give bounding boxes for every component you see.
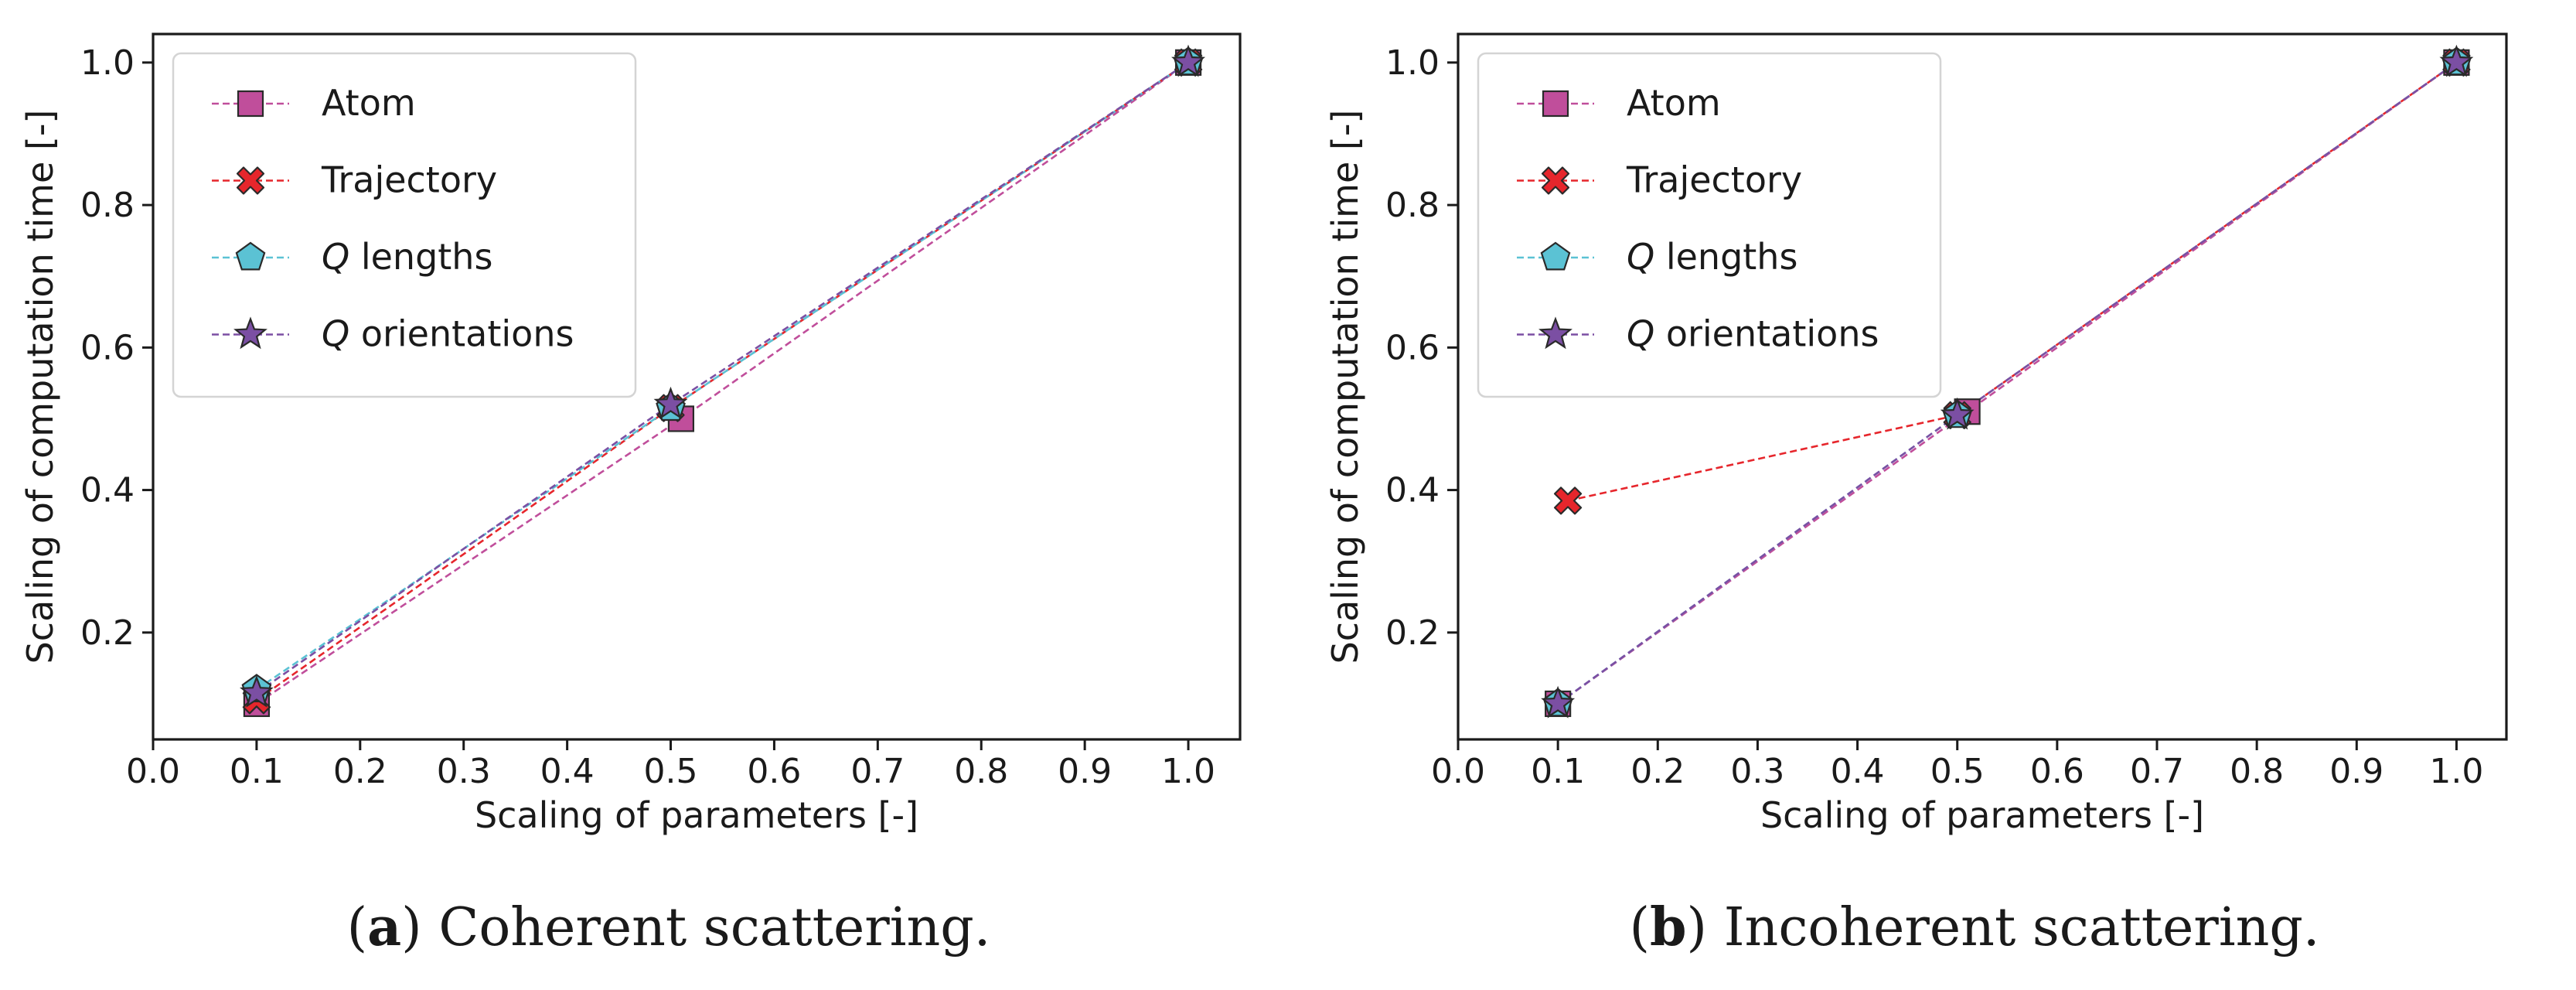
x-tick-label: 1.0 — [1161, 752, 1215, 791]
legend — [172, 52, 637, 398]
legend-label-rest: Atom — [1627, 82, 1721, 124]
chart-panel-a: 0.0 0.1 0.2 0.3 0.4 0.5 0.6 0.7 0.8 0.9 1.0 0.2 0.4 0… — [19, 32, 1242, 958]
caption-paren-open: ( — [347, 897, 368, 958]
x-tick-label: 0.4 — [1831, 752, 1885, 791]
legend-marker-pentagon — [1540, 241, 1571, 271]
x-axis-label: Scaling of parameters [-] — [1760, 794, 2204, 836]
x-tick-label: 0.0 — [126, 752, 180, 791]
legend-label-rest: Trajectory — [1626, 159, 1802, 201]
y-tick-label: 0.6 — [1385, 328, 1440, 367]
x-tick-label: 0.5 — [644, 752, 698, 791]
data-point-trajectory — [1553, 486, 1583, 515]
x-tick-label: 0.0 — [1431, 752, 1485, 791]
x-tick-label: 0.7 — [2130, 752, 2184, 791]
x-tick-label: 0.1 — [230, 752, 284, 791]
legend-label: Q orientations — [322, 313, 574, 355]
x-tick-label: 0.7 — [850, 752, 905, 791]
x-tick-label: 0.8 — [2230, 752, 2284, 791]
y-tick-label: 0.8 — [1385, 186, 1440, 225]
data-point-q-orientations — [1541, 685, 1576, 719]
x-tick-label: 0.9 — [1058, 752, 1112, 791]
legend-marker-star — [1538, 316, 1573, 350]
caption-text: Incoherent scattering. — [1707, 897, 2319, 958]
legend-marker-square — [1542, 90, 1569, 118]
y-tick-label: 1.0 — [80, 43, 135, 83]
y-tick-label: 0.6 — [80, 328, 135, 367]
data-point-q-orientations — [1171, 44, 1206, 77]
data-point-q-orientations — [653, 386, 688, 419]
y-tick-label: 0.4 — [1385, 471, 1440, 510]
x-tick-label: 0.5 — [1930, 752, 1985, 791]
legend-label-rest: lengths — [349, 236, 492, 278]
legend-label-rest: orientations — [349, 313, 574, 355]
y-axis-label: Scaling of computation time [-] — [19, 110, 61, 664]
x-tick-label: 0.6 — [747, 752, 801, 791]
legend-label-italic: Q — [322, 236, 349, 278]
legend-marker-square — [237, 90, 264, 118]
y-tick-label: 0.4 — [80, 471, 135, 510]
legend-marker-star — [233, 316, 267, 350]
y-axis-label: Scaling of computation time [-] — [1324, 110, 1366, 664]
x-tick-label: 0.2 — [333, 752, 387, 791]
legend-label: Q orientations — [1627, 313, 1879, 355]
legend-marker-x — [236, 166, 265, 195]
plot-frame — [152, 32, 1242, 741]
legend-label-rest: orientations — [1654, 313, 1879, 355]
caption-letter: a — [367, 896, 401, 958]
caption-paren-close: ) — [401, 897, 422, 958]
legend-label: Q lengths — [1627, 236, 1797, 278]
x-tick-label: 0.9 — [2329, 752, 2383, 791]
legend-label: Trajectory — [1626, 159, 1802, 201]
data-point-q-orientations — [239, 675, 274, 708]
legend — [1477, 52, 1942, 398]
legend-marker-x — [1541, 166, 1570, 195]
plot-frame — [1457, 32, 2508, 741]
y-tick-label: 0.2 — [80, 613, 135, 653]
y-tick-label: 1.0 — [1385, 43, 1440, 83]
caption-paren-close: ) — [1687, 897, 1708, 958]
panel-caption: (a) Coherent scattering. — [347, 896, 991, 958]
x-axis-label: Scaling of parameters [-] — [475, 794, 918, 836]
x-tick-label: 0.3 — [1730, 752, 1784, 791]
x-tick-label: 0.6 — [2030, 752, 2084, 791]
legend-label: Atom — [322, 82, 416, 124]
legend-label-italic: Q — [1627, 236, 1654, 278]
legend-label: Atom — [1627, 82, 1721, 124]
data-point-q-orientations — [2439, 44, 2474, 77]
legend-label-rest: lengths — [1654, 236, 1797, 278]
legend-label: Trajectory — [321, 159, 497, 201]
x-tick-label: 0.4 — [540, 752, 595, 791]
x-tick-label: 0.8 — [954, 752, 1008, 791]
legend-marker-pentagon — [235, 241, 266, 271]
panel-caption: (b) Incoherent scattering. — [1629, 896, 2319, 958]
y-tick-label: 0.8 — [80, 186, 135, 225]
legend-label-rest: Trajectory — [321, 159, 497, 201]
data-point-q-orientations — [1940, 397, 1975, 430]
caption-text: Coherent scattering. — [422, 897, 991, 958]
legend-label-italic: Q — [1627, 313, 1654, 355]
x-tick-label: 1.0 — [2429, 752, 2483, 791]
caption-paren-open: ( — [1629, 897, 1650, 958]
legend-label: Q lengths — [322, 236, 492, 278]
legend-label-rest: Atom — [322, 82, 416, 124]
caption-letter: b — [1650, 896, 1687, 958]
x-tick-label: 0.1 — [1531, 752, 1585, 791]
x-tick-label: 0.3 — [437, 752, 491, 791]
legend-label-italic: Q — [322, 313, 349, 355]
x-tick-label: 0.2 — [1630, 752, 1685, 791]
y-tick-label: 0.2 — [1385, 613, 1440, 653]
chart-panel-b: 0.0 0.1 0.2 0.3 0.4 0.5 0.6 0.7 0.8 0.9 1.0 0.2 0.4 0… — [1324, 32, 2508, 958]
